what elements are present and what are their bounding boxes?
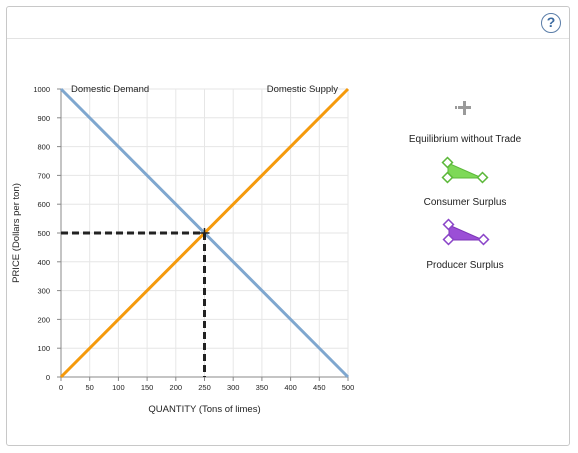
y-tick-label: 700 — [37, 171, 50, 180]
consumer-surplus-label: Consumer Surplus — [424, 197, 507, 208]
equilibrium-label: Equilibrium without Trade — [409, 134, 522, 145]
producer-surplus-label: Producer Surplus — [426, 260, 503, 271]
x-tick-label: 350 — [256, 383, 269, 392]
help-button[interactable]: ? — [541, 13, 561, 33]
y-tick-label: 100 — [37, 344, 50, 353]
x-tick-label: 300 — [227, 383, 240, 392]
x-tick-label: 500 — [342, 383, 355, 392]
green-triangle-icon — [441, 156, 489, 184]
equilibrium-plus-icon — [455, 101, 471, 115]
y-tick-label: 500 — [37, 229, 50, 238]
x-tick-label: 250 — [198, 383, 211, 392]
x-tick-label: 200 — [170, 383, 183, 392]
y-axis-title: PRICE (Dollars per ton) — [11, 183, 22, 283]
x-tick-label: 0 — [59, 383, 63, 392]
producer-surplus-tool[interactable]: Producer Surplus — [426, 218, 504, 271]
x-tick-label: 400 — [284, 383, 297, 392]
x-tick-label: 100 — [112, 383, 125, 392]
graph-panel: ? — [6, 6, 570, 446]
domestic-demand-label: Domestic Demand — [71, 84, 149, 95]
y-tick-label: 200 — [37, 315, 50, 324]
x-tick-label: 450 — [313, 383, 326, 392]
header-divider — [7, 38, 569, 39]
consumer-surplus-tool[interactable]: Consumer Surplus — [424, 156, 507, 208]
y-tick-label: 900 — [37, 114, 50, 123]
y-tick-label: 0 — [46, 373, 50, 382]
purple-triangle-icon — [442, 218, 490, 246]
x-axis-title: QUANTITY (Tons of limes) — [148, 404, 260, 415]
y-tick-label: 800 — [37, 143, 50, 152]
x-tick-label: 50 — [86, 383, 94, 392]
y-tick-label: 1000 — [33, 85, 50, 94]
x-tick-label: 150 — [141, 383, 154, 392]
y-tick-label: 600 — [37, 200, 50, 209]
domestic-supply-label: Domestic Supply — [267, 84, 339, 95]
equilibrium-tool[interactable]: Equilibrium without Trade — [409, 101, 522, 145]
y-tick-label: 300 — [37, 287, 50, 296]
y-tick-label: 400 — [37, 258, 50, 267]
